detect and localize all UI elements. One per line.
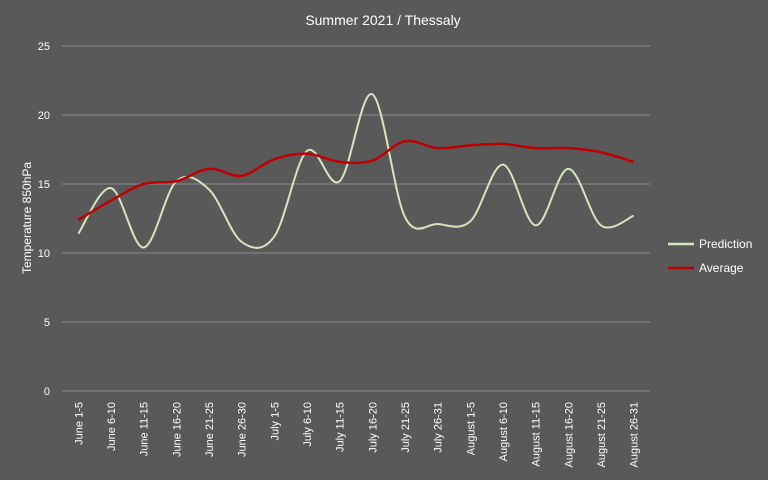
x-tick-label: June 6-10 <box>106 402 118 451</box>
legend: Prediction Average <box>668 237 752 275</box>
legend-label-prediction: Prediction <box>699 237 752 251</box>
y-axis-tick-labels: 0 5 10 15 20 25 <box>38 41 50 398</box>
y-tick-label: 25 <box>38 41 50 53</box>
x-tick-label: July 16-20 <box>367 402 379 453</box>
x-tick-label: August 6-10 <box>498 402 510 461</box>
x-tick-label: August 16-20 <box>563 402 575 467</box>
x-axis-tick-labels: June 1-5 June 6-10 June 11-15 June 16-20 Jun… <box>73 402 640 467</box>
series-line-average <box>77 139 635 221</box>
chart-title: Summer 2021 / Thessaly <box>305 12 460 28</box>
y-tick-label: 20 <box>38 110 50 122</box>
y-tick-label: 5 <box>44 317 50 329</box>
x-tick-label: July 11-15 <box>335 402 347 452</box>
grid-lines <box>62 45 650 392</box>
y-tick-label: 15 <box>38 179 50 191</box>
legend-label-average: Average <box>699 261 744 275</box>
y-axis-label: Temperature 850hPa <box>20 162 34 274</box>
x-tick-label: June 16-20 <box>171 402 183 457</box>
x-tick-label: July 1-5 <box>269 402 281 441</box>
series-lines <box>77 93 635 249</box>
x-tick-label: June 21-25 <box>204 402 216 457</box>
x-tick-label: July 21-25 <box>400 402 412 453</box>
y-tick-label: 0 <box>44 386 50 398</box>
x-tick-label: June 1-5 <box>73 402 85 445</box>
x-tick-label: July 6-10 <box>302 402 314 447</box>
series-line-prediction <box>77 93 635 249</box>
x-tick-label: June 26-30 <box>237 402 249 457</box>
x-tick-label: July 26-31 <box>433 402 445 453</box>
x-tick-label: August 11-15 <box>531 402 543 467</box>
x-tick-label: August 21-25 <box>596 402 608 467</box>
x-tick-label: August 26-31 <box>629 402 641 467</box>
x-tick-label: June 11-15 <box>139 402 151 456</box>
y-tick-label: 10 <box>38 248 50 260</box>
x-tick-label: August 1-5 <box>465 402 477 455</box>
